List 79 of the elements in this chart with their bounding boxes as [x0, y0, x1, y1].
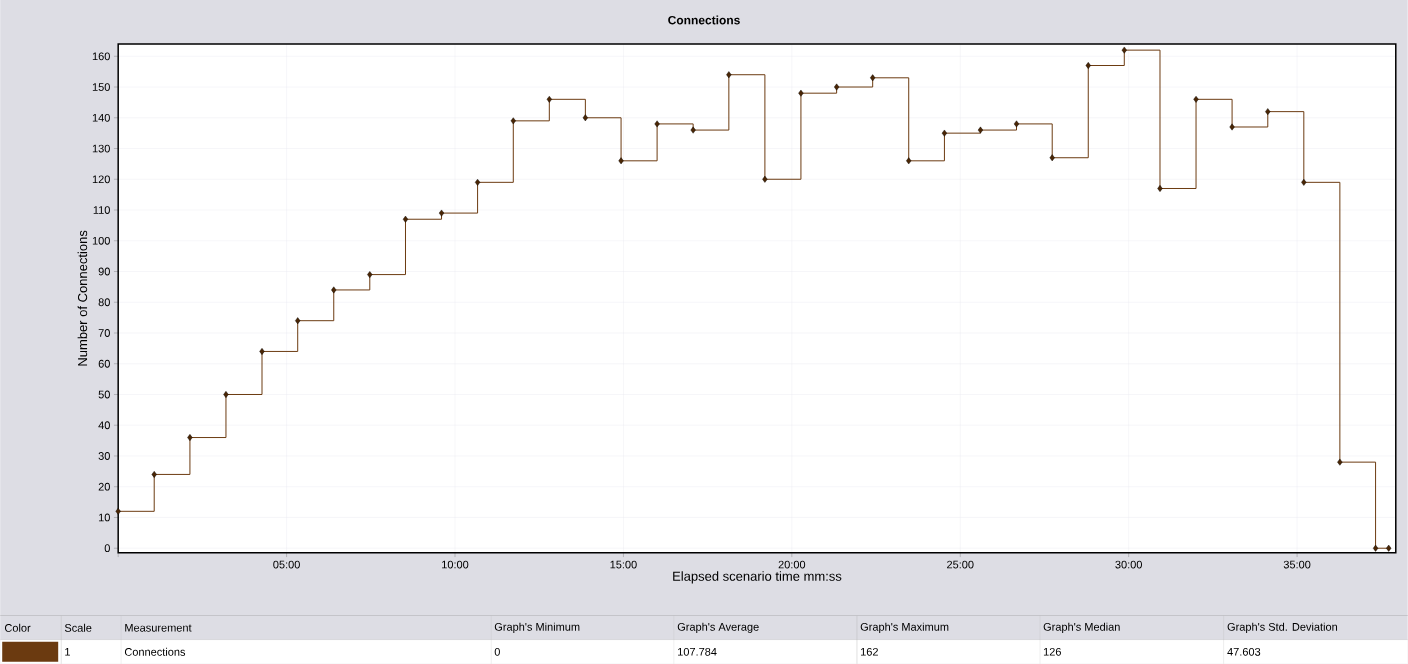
point: [1193, 95, 1199, 103]
point: [834, 83, 840, 91]
point: [1337, 458, 1343, 466]
point: [1265, 108, 1271, 116]
point: [762, 175, 768, 183]
point: [151, 471, 157, 478]
point: [870, 74, 876, 82]
y-tick-label: 40: [98, 421, 110, 430]
point: [618, 157, 624, 165]
text: 107.784: [678, 647, 717, 656]
text: Color: [4, 623, 31, 632]
point: [259, 348, 265, 355]
x-tick-label: 35:00: [1283, 560, 1311, 569]
point: [977, 126, 984, 134]
text: Graph's Minimum: [494, 622, 580, 633]
text: 126: [1043, 647, 1061, 656]
y-tick-label: 50: [98, 390, 110, 399]
y-tick-label: 30: [98, 452, 110, 460]
x-axis-title: Elapsed scenario time mm:ss: [673, 571, 842, 584]
text: Connections: [124, 647, 186, 656]
point: [906, 157, 912, 165]
text: Graph's Std. Deviation: [1227, 622, 1338, 633]
y-tick-label: 90: [98, 267, 110, 276]
text: Measurement: [125, 623, 192, 632]
x-tick-label: 15:00: [610, 560, 637, 569]
point: [474, 178, 481, 186]
point: [1049, 154, 1055, 162]
text: 162: [860, 647, 878, 656]
point: [726, 71, 732, 79]
y-tick-label: 150: [92, 83, 110, 91]
point: [1229, 123, 1235, 131]
point: [654, 120, 660, 128]
y-axis-title: Number of Connections: [77, 230, 88, 366]
y-tick-label: 160: [92, 52, 110, 61]
chart-title: Connections: [668, 15, 740, 25]
point: [798, 89, 804, 97]
text: Scale: [64, 623, 92, 632]
point: [1301, 178, 1307, 186]
text: 0: [494, 647, 500, 656]
point: [941, 129, 948, 137]
point: [1386, 544, 1392, 552]
text: Graph's Median: [1043, 622, 1120, 633]
text: Graph's Maximum: [860, 622, 949, 633]
x-tick-label: 25:00: [947, 560, 974, 569]
point: [295, 317, 301, 325]
y-tick-label: 70: [98, 329, 110, 337]
point: [331, 286, 337, 294]
point: [690, 126, 696, 134]
x-tick-label: 30:00: [1115, 560, 1142, 569]
x-tick-label: 10:00: [442, 560, 469, 569]
y-tick-label: 60: [98, 359, 110, 368]
point: [510, 117, 516, 125]
y-tick-label: 20: [98, 482, 110, 491]
point: [582, 114, 588, 122]
point: [1013, 120, 1020, 128]
point: [115, 507, 121, 515]
point: [546, 95, 552, 103]
y-tick-label: 0: [104, 544, 110, 553]
y-tick-label: 130: [92, 144, 110, 153]
point: [1157, 185, 1163, 192]
point: [223, 391, 229, 398]
x-tick-label: 05:00: [273, 560, 300, 569]
point: [1121, 46, 1127, 54]
y-tick-label: 100: [92, 236, 110, 245]
point: [402, 215, 409, 223]
y-tick-label: 110: [93, 206, 110, 214]
point: [1372, 544, 1379, 552]
point: [438, 209, 445, 217]
text: 1: [65, 648, 70, 656]
text: 47.603: [1227, 647, 1261, 656]
y-tick-label: 140: [92, 113, 110, 122]
y-tick-label: 120: [92, 175, 110, 184]
point: [187, 434, 193, 441]
y-tick-label: 10: [98, 513, 110, 522]
point: [1085, 62, 1091, 69]
point: [367, 271, 373, 278]
y-tick-label: 80: [98, 298, 110, 307]
text: Graph's Average: [677, 622, 759, 633]
x-tick-label: 20:00: [778, 560, 806, 569]
